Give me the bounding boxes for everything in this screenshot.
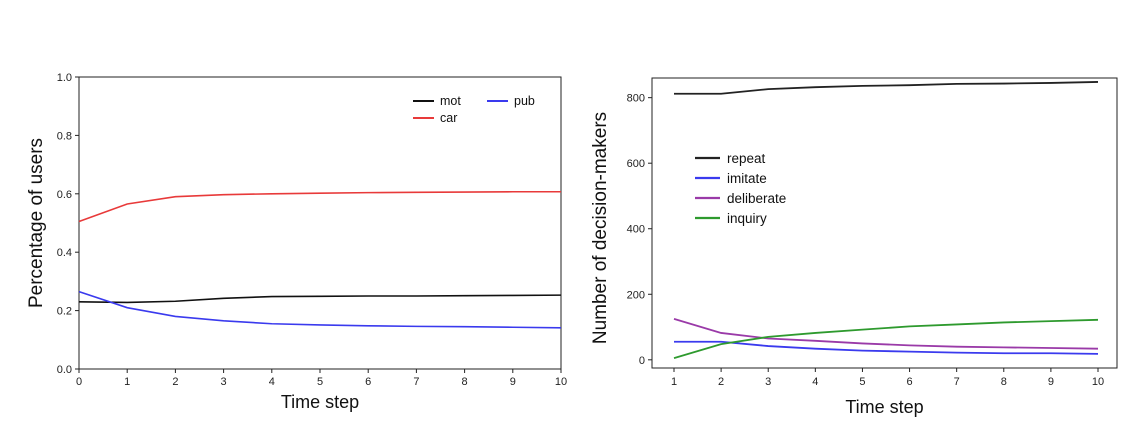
series-line-inquiry [673, 318, 1099, 360]
legend-label-mot: mot [440, 94, 461, 108]
y-tick-label: 400 [627, 224, 645, 236]
legend-label-repeat: repeat [727, 151, 766, 166]
x-tick-label: 6 [365, 376, 371, 388]
y-tick-label: 1.0 [57, 72, 72, 84]
left-chart-panel: 0 1 2 3 4 5 6 7 8 9 10 0.0 0.2 0.4 0.6 0.8 1.0 Time step P… [26, 72, 567, 412]
right-chart-panel: 1 2 3 4 5 6 7 8 9 10 0 200 400 600 800 Time step Number … [580, 0, 1133, 423]
legend-label-deliberate: deliberate [727, 191, 786, 206]
x-tick-label: 9 [1048, 376, 1054, 388]
x-tick-label: 1 [124, 376, 130, 388]
x-tick-label: 9 [510, 376, 516, 388]
x-tick-label: 4 [812, 376, 818, 388]
legend-label-inquiry: inquiry [727, 211, 767, 226]
x-tick-label: 1 [671, 376, 677, 388]
x-axis-title: Time step [281, 392, 359, 412]
y-tick-label: 0.6 [57, 189, 72, 201]
x-tick-label: 5 [317, 376, 323, 388]
left-chart-svg: 0 1 2 3 4 5 6 7 8 9 10 0.0 0.2 0.4 0.6 0.8 1.0 Time step P… [26, 72, 567, 412]
y-axis-title: Number of decision-makers [590, 112, 611, 344]
y-tick-label: 0.0 [57, 364, 72, 376]
legend-label-imitate: imitate [727, 171, 767, 186]
x-tick-label: 5 [859, 376, 865, 388]
x-tick-label: 8 [462, 376, 468, 388]
y-tick-label: 0.8 [57, 130, 72, 142]
y-tick-label: 200 [627, 289, 645, 301]
series-line-pub [78, 290, 562, 329]
x-tick-label: 3 [221, 376, 227, 388]
y-tick-label: 0.4 [57, 247, 72, 259]
x-tick-label: 6 [906, 376, 912, 388]
plot-frame [651, 77, 1118, 369]
y-tick-label: 600 [627, 158, 645, 170]
y-tick-label: 800 [627, 93, 645, 105]
x-tick-label: 2 [172, 376, 178, 388]
y-tick-label: 0 [639, 355, 645, 367]
x-tick-label: 8 [1001, 376, 1007, 388]
series-line-imitate [674, 340, 1099, 355]
x-tick-label: 2 [718, 376, 724, 388]
x-tick-label: 7 [413, 376, 419, 388]
x-tick-label: 4 [269, 376, 275, 388]
series-line-deliberate [673, 317, 1099, 350]
x-tick-label: 10 [555, 376, 567, 388]
series-line-repeat [674, 81, 1099, 95]
right-chart-svg: 1 2 3 4 5 6 7 8 9 10 0 200 400 600 800 Time step Number … [590, 77, 1118, 417]
series-line-car [78, 190, 561, 223]
x-axis-title: Time step [845, 397, 923, 417]
x-tick-label: 10 [1092, 376, 1104, 388]
x-tick-label: 0 [76, 376, 82, 388]
y-axis-title: Percentage of users [26, 138, 47, 308]
x-tick-label: 3 [765, 376, 771, 388]
legend-label-pub: pub [514, 94, 535, 108]
x-tick-label: 7 [954, 376, 960, 388]
y-tick-label: 0.2 [57, 306, 72, 318]
legend-label-car: car [440, 111, 457, 125]
series-line-mot [78, 294, 562, 304]
